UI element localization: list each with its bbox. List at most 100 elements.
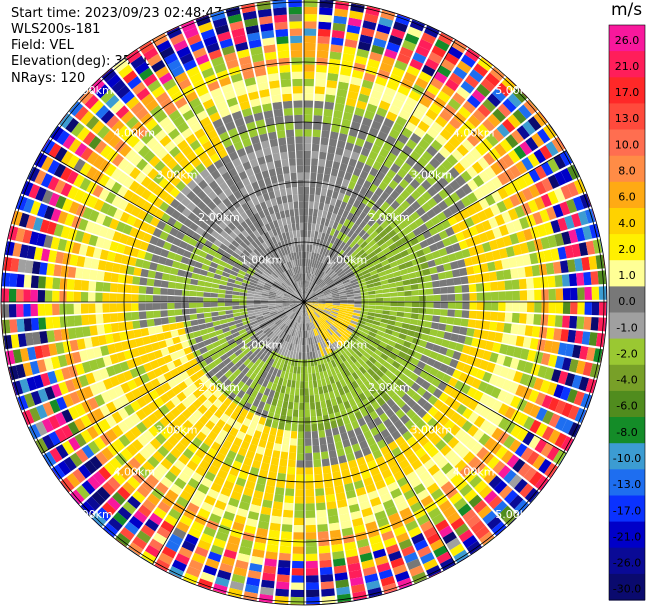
gate-cell <box>315 495 326 504</box>
gate-cell <box>305 467 313 475</box>
gate-cell <box>142 430 155 442</box>
gate-cell <box>363 476 374 487</box>
gate-cell <box>223 378 232 388</box>
gate-cell <box>304 295 306 302</box>
gate-cell <box>334 102 345 112</box>
gate-cell <box>265 356 272 365</box>
gate-cell <box>381 337 390 344</box>
gate-cell <box>285 364 291 373</box>
gate-cell <box>269 309 277 314</box>
gate-cell <box>448 167 460 179</box>
gate-cell <box>386 41 401 53</box>
gate-cell <box>196 255 205 264</box>
gate-cell <box>182 109 195 121</box>
gate-cell <box>263 313 271 318</box>
gate-cell <box>74 315 82 327</box>
gate-cell <box>509 494 524 510</box>
gate-cell <box>304 71 315 79</box>
gate-cell <box>296 344 300 353</box>
gate-cell <box>223 52 237 63</box>
gate-cell <box>245 378 253 387</box>
gate-cell <box>163 265 172 274</box>
gate-cell <box>376 345 386 353</box>
gate-cell <box>159 201 170 212</box>
gate-cell <box>325 297 333 300</box>
gate-cell <box>345 423 353 432</box>
gate-cell <box>291 293 299 299</box>
gate-cell <box>290 296 298 300</box>
gate-cell <box>419 302 427 308</box>
gate-cell <box>353 307 362 311</box>
gate-cell <box>418 255 427 264</box>
gate-cell <box>204 240 213 248</box>
gate-cell <box>368 266 377 273</box>
gate-cell <box>16 274 25 288</box>
gate-cell <box>100 345 110 356</box>
gate-cell <box>298 288 302 296</box>
gate-cell <box>360 423 370 434</box>
gate-cell <box>381 259 390 267</box>
gate-cell <box>126 443 139 457</box>
gate-cell <box>324 307 332 311</box>
gate-cell <box>277 203 284 212</box>
gate-cell <box>402 145 413 156</box>
gate-cell <box>390 302 398 307</box>
gate-cell <box>151 85 166 99</box>
gate-cell <box>306 596 320 605</box>
gate-cell <box>165 423 177 435</box>
gate-cell <box>294 359 298 367</box>
gate-cell <box>357 347 366 355</box>
gate-cell <box>315 288 322 294</box>
gate-cell <box>376 238 386 247</box>
gate-cell <box>239 295 247 299</box>
gate-cell <box>275 588 289 597</box>
gate-cell <box>415 45 430 58</box>
gate-cell <box>257 331 265 339</box>
gate-cell <box>305 316 308 324</box>
gate-cell <box>417 545 432 558</box>
gate-cell <box>62 134 76 150</box>
gate-cell <box>116 85 131 99</box>
gate-cell <box>260 201 268 210</box>
gate-cell <box>416 320 425 327</box>
gate-cell <box>418 289 427 296</box>
gate-cell <box>137 466 150 479</box>
gate-cell <box>117 486 131 500</box>
gate-cell <box>234 319 243 325</box>
gate-cell <box>529 404 541 418</box>
gate-cell <box>236 552 251 563</box>
gate-cell <box>133 356 143 367</box>
gate-cell <box>435 439 447 451</box>
gate-cell <box>95 314 104 324</box>
gate-cell <box>497 312 506 322</box>
gate-cell <box>534 181 547 195</box>
gate-cell <box>312 313 318 320</box>
gate-cell <box>48 250 58 263</box>
gate-cell <box>177 269 186 277</box>
gate-cell <box>535 422 548 438</box>
gate-cell <box>168 109 182 122</box>
gate-cell <box>113 253 123 264</box>
gate-cell <box>380 575 396 587</box>
gate-cell <box>313 358 318 366</box>
gate-cell <box>225 144 236 155</box>
gate-cell <box>103 462 117 476</box>
gate-cell <box>292 306 299 312</box>
gate-cell <box>107 443 120 457</box>
gate-cell <box>136 230 146 241</box>
gate-cell <box>440 286 448 294</box>
gate-cell <box>86 496 101 511</box>
gate-cell <box>371 120 382 131</box>
gate-cell <box>289 328 294 336</box>
gate-cell <box>196 341 206 349</box>
gate-cell <box>361 305 369 309</box>
gate-cell <box>271 420 279 429</box>
gate-cell <box>308 215 313 224</box>
gate-cell <box>432 469 445 482</box>
gate-cell <box>409 425 420 436</box>
gate-cell <box>371 144 382 154</box>
gate-cell <box>277 290 285 295</box>
gate-cell <box>452 441 465 454</box>
gate-cell <box>314 287 321 293</box>
gate-cell <box>119 527 135 541</box>
